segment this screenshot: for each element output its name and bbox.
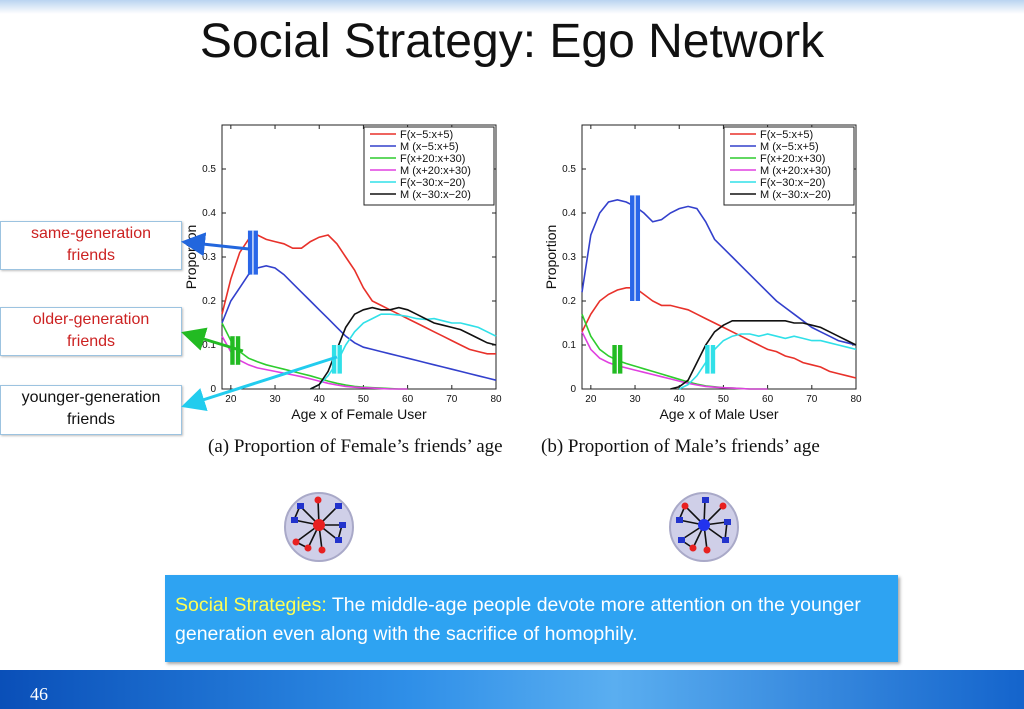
- callout-same-generation: same-generation friends: [0, 221, 182, 270]
- series-line: [221, 234, 496, 355]
- x-tick-label: 30: [269, 394, 281, 405]
- x-tick-label: 70: [446, 394, 458, 405]
- legend-label: F(x−30:x−20): [760, 177, 825, 189]
- social-strategies-text: Social Strategies: The middle-age people…: [175, 591, 891, 649]
- x-tick-label: 30: [629, 394, 641, 405]
- legend-box: [723, 126, 855, 206]
- legend-label: M (x+20:x+30): [760, 165, 831, 177]
- series-line: [581, 287, 857, 379]
- y-tick-label: 0.2: [562, 296, 576, 307]
- callout-line: younger-generation: [21, 389, 161, 406]
- footer-bar: [0, 670, 1024, 709]
- x-tick-label: 50: [718, 394, 730, 405]
- callout-line: friends: [66, 333, 116, 350]
- legend-label: M (x−5:x+5): [400, 141, 459, 153]
- series-line: [221, 264, 497, 381]
- callout-line: same-generation: [30, 225, 152, 242]
- x-tick-label: 80: [490, 394, 502, 405]
- legend-label: F(x−5:x+5): [400, 129, 453, 141]
- y-tick-label: 0.1: [202, 340, 216, 351]
- highlight-marker: [705, 345, 716, 374]
- y-tick-label: 0.5: [202, 164, 216, 175]
- legend-label: F(x+20:x+30): [760, 153, 825, 165]
- x-tick-label: 40: [674, 394, 686, 405]
- caption-b: (b) Proportion of Male’s friends’ age: [541, 436, 820, 457]
- callout-line: older-generation: [32, 311, 150, 328]
- legend-label: M (x+20:x+30): [400, 165, 471, 177]
- callout-older-generation: older-generation friends: [0, 307, 182, 356]
- x-tick-label: 60: [762, 394, 774, 405]
- callout-line: friends: [66, 247, 116, 264]
- x-axis-label: Age x of Female User: [291, 406, 427, 422]
- series-line: [310, 306, 497, 390]
- highlight-marker: [247, 230, 258, 275]
- highlight-marker: [612, 345, 623, 374]
- y-tick-label: 0.3: [202, 252, 216, 263]
- social-strategies-box: Social Strategies: The middle-age people…: [165, 575, 898, 662]
- x-tick-label: 20: [225, 394, 237, 405]
- callout-younger-generation: younger-generation friends: [0, 385, 182, 435]
- x-tick-label: 50: [358, 394, 370, 405]
- social-strategies-body: The middle-age people devote more attent…: [175, 594, 861, 645]
- x-tick-label: 20: [585, 394, 597, 405]
- callout-line: friends: [66, 411, 116, 428]
- top-gradient-bar: [0, 0, 1024, 14]
- y-tick-label: 0.4: [202, 208, 216, 219]
- y-tick-label: 0.4: [562, 208, 576, 219]
- y-tick-label: 0.2: [202, 296, 216, 307]
- x-tick-label: 70: [806, 394, 818, 405]
- y-tick-label: 0.1: [562, 340, 576, 351]
- page-number: 46: [30, 684, 48, 704]
- legend-label: F(x+20:x+30): [400, 153, 465, 165]
- highlight-marker: [630, 195, 641, 301]
- highlight-marker: [331, 345, 342, 374]
- legend-box: [363, 126, 495, 206]
- legend-label: M (x−30:x−20): [760, 189, 831, 201]
- x-tick-label: 40: [314, 394, 326, 405]
- legend-label: M (x−30:x−20): [400, 189, 471, 201]
- series-line: [670, 320, 857, 390]
- series-line: [581, 198, 857, 346]
- y-axis-label: Proportion: [543, 225, 559, 290]
- y-tick-label: 0.3: [562, 252, 576, 263]
- y-tick-label: 0.5: [562, 164, 576, 175]
- ego-network-male-icon: [669, 492, 739, 562]
- y-tick-label: 0: [570, 384, 576, 395]
- ego-network-female-icon: [284, 492, 354, 562]
- x-tick-label: 80: [850, 394, 862, 405]
- legend-label: F(x−5:x+5): [760, 129, 813, 141]
- social-strategies-highlight: Social Strategies:: [175, 594, 327, 616]
- slide-title: Social Strategy: Ego Network: [199, 15, 825, 68]
- highlight-marker: [230, 336, 241, 365]
- y-tick-label: 0: [210, 384, 216, 395]
- legend-label: M (x−5:x+5): [760, 141, 819, 153]
- chart-male-friends-age: 20 30 40 50 60 70 80 0 0.1 0.2 0.3 0.4 0.5 Age x of M…: [543, 124, 862, 422]
- legend-label: F(x−30:x−20): [400, 177, 465, 189]
- caption-a: (a) Proportion of Female’s friends’ age: [208, 436, 503, 457]
- x-tick-label: 60: [402, 394, 414, 405]
- chart-female-friends-age: 20 30 40 50 60 70 80 0 0.1 0.2 0.3 0.4 0.5 Age x of F…: [183, 124, 502, 422]
- x-axis-label: Age x of Male User: [659, 406, 778, 422]
- y-axis-label: Proportion: [183, 225, 199, 290]
